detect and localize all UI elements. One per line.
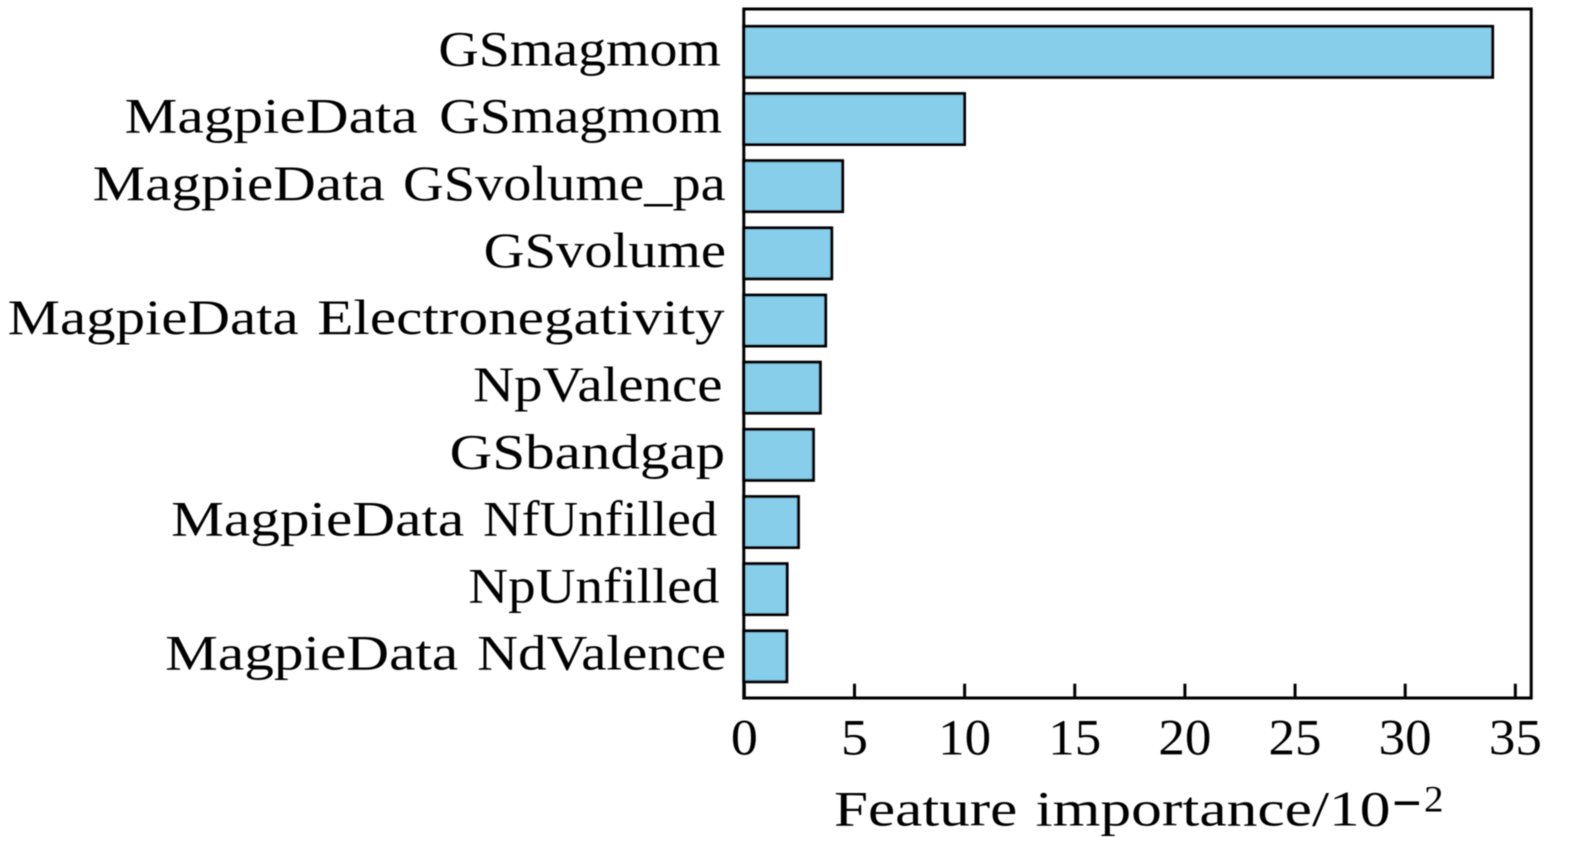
svg-text:MagpieData: MagpieData [125,88,418,144]
svg-text:35: 35 [1489,710,1542,767]
svg-text:GSbandgap: GSbandgap [450,423,726,479]
svg-text:GSmagmom: GSmagmom [439,88,722,144]
svg-text:5: 5 [841,710,868,767]
svg-text:NpValence: NpValence [473,356,722,412]
svg-text:Feature: Feature [834,781,1017,837]
svg-text:MagpieData: MagpieData [165,625,458,681]
svg-text:0: 0 [731,710,758,767]
svg-text:MagpieData: MagpieData [93,155,385,211]
svg-text:GSvolume_pa: GSvolume_pa [403,155,726,211]
svg-text:30: 30 [1379,710,1432,767]
svg-text:10: 10 [938,710,991,767]
svg-text:Electronegativity: Electronegativity [317,289,724,345]
svg-text:25: 25 [1269,710,1322,767]
svg-text:15: 15 [1048,710,1101,767]
svg-text:2: 2 [1424,779,1444,820]
svg-text:importance/10: importance/10 [1036,781,1391,837]
svg-text:NdValence: NdValence [477,625,726,681]
svg-text:GSmagmom: GSmagmom [438,21,721,77]
svg-text:20: 20 [1158,710,1211,767]
svg-text:NfUnfilled: NfUnfilled [483,490,717,546]
svg-text:GSvolume: GSvolume [484,222,726,278]
svg-text:MagpieData: MagpieData [171,490,464,546]
svg-text:MagpieData: MagpieData [8,289,299,345]
svg-text:NpUnfilled: NpUnfilled [468,558,719,614]
